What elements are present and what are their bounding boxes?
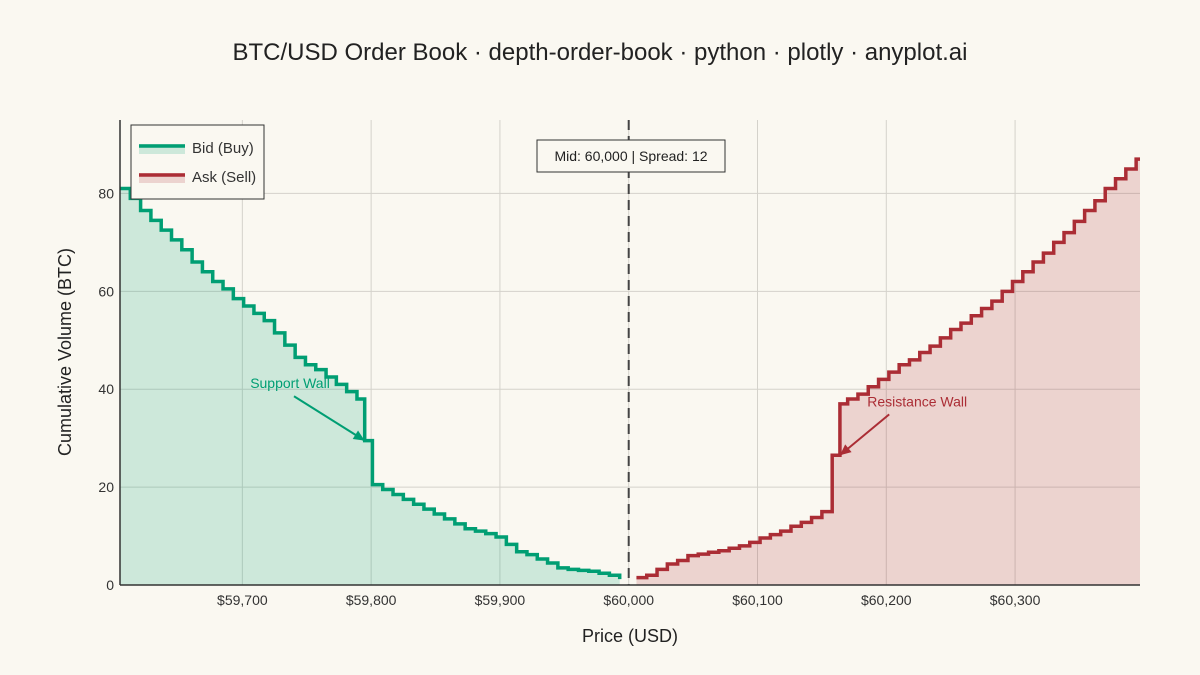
depth-line-ask xyxy=(636,157,1140,580)
grid xyxy=(120,120,1140,585)
depth-area-ask xyxy=(636,159,1140,585)
depth-lines xyxy=(120,157,1140,580)
depth-areas xyxy=(120,159,1140,586)
mid-price-marker: Mid: 60,000 | Spread: 12 xyxy=(536,120,726,585)
depth-area-bid xyxy=(120,188,620,586)
legend: Bid (Buy) Ask (Sell) xyxy=(130,124,265,200)
x-tick-label: $60,000 xyxy=(603,592,654,608)
annotation-label: Support Wall xyxy=(250,375,330,391)
mid-label-box xyxy=(536,139,726,173)
mid-label: Mid: 60,000 | Spread: 12 xyxy=(554,148,707,164)
y-tick-label: 60 xyxy=(98,283,114,299)
axes: $59,700 $59,800 $59,900 $60,000 $60,100 $60,2… xyxy=(98,120,1140,608)
y-tick-label: 0 xyxy=(106,577,114,593)
y-tick-label: 20 xyxy=(98,479,114,495)
y-axis-title: Cumulative Volume (BTC) xyxy=(55,248,75,456)
y-tick-label: 40 xyxy=(98,381,114,397)
x-tick-label: $60,100 xyxy=(732,592,783,608)
y-tick-label: 80 xyxy=(98,185,114,201)
legend-label: Bid (Buy) xyxy=(192,140,254,157)
annotation-arrowhead xyxy=(352,430,365,441)
annotations: Support Wall Resistance Wall xyxy=(250,375,967,457)
x-tick-label: $59,700 xyxy=(217,592,268,608)
annotation-label: Resistance Wall xyxy=(867,393,967,409)
legend-swatch-fill xyxy=(139,173,185,183)
x-tick-label: $59,900 xyxy=(475,592,526,608)
x-axis-title: Price (USD) xyxy=(582,626,678,646)
x-tick-label: $60,200 xyxy=(861,592,912,608)
annotation-arrow xyxy=(293,395,366,442)
legend-label: Ask (Sell) xyxy=(192,169,256,186)
chart-title: BTC/USD Order Book · depth-order-book · … xyxy=(233,39,968,66)
depth-line-bid xyxy=(120,186,622,580)
x-tick-label: $59,800 xyxy=(346,592,397,608)
legend-box xyxy=(130,124,265,200)
x-tick-label: $60,300 xyxy=(990,592,1041,608)
annotation-arrowhead xyxy=(839,444,852,456)
legend-swatch-fill xyxy=(139,144,185,154)
